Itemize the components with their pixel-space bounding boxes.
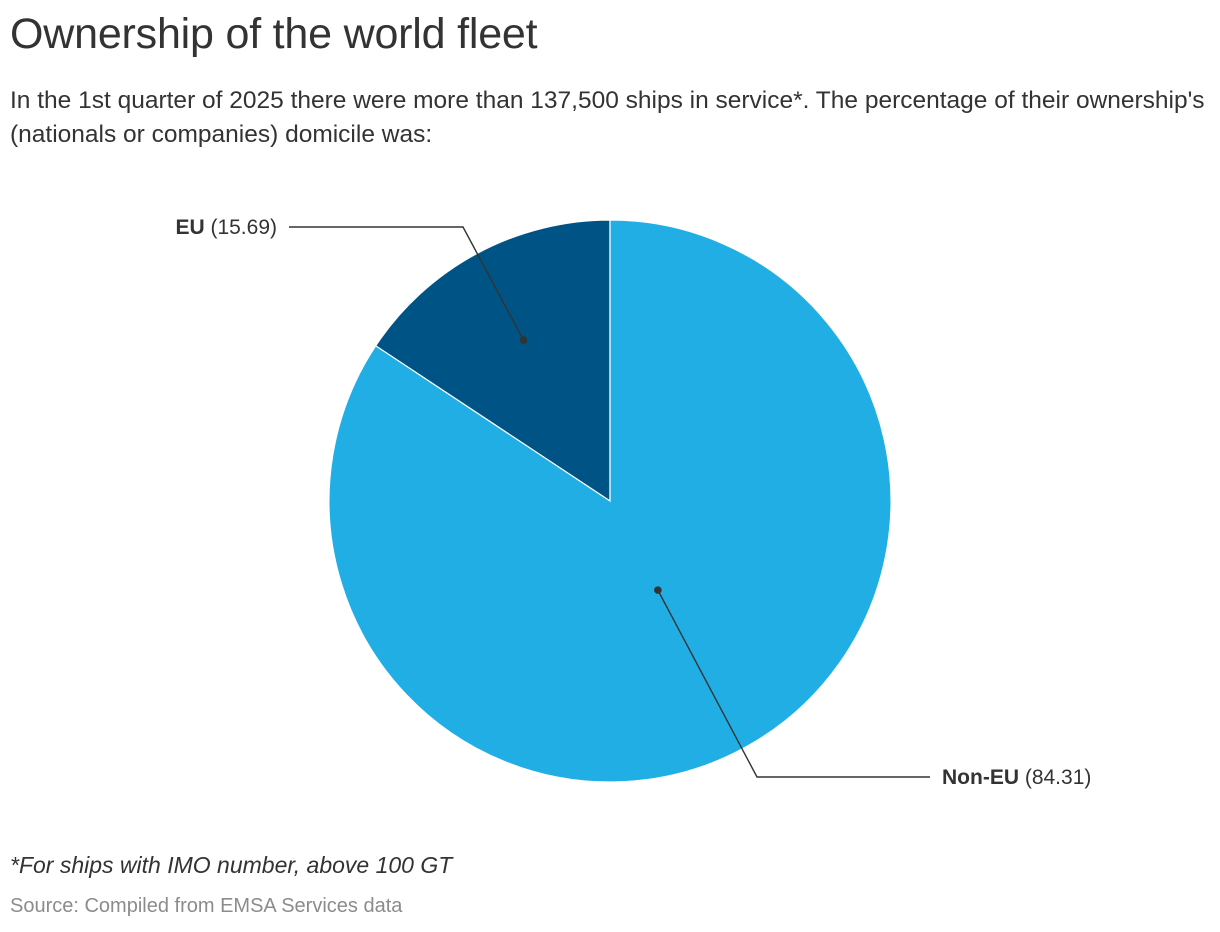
slice-label-value: (84.31) <box>1019 766 1091 789</box>
leader-line-non-eu <box>657 589 930 778</box>
pie-slice-non-eu <box>328 219 892 783</box>
leader-dot-eu <box>519 336 528 344</box>
slice-label-name: EU <box>175 216 204 239</box>
pie-labels: EU (15.69) Non-EU (84.31) <box>175 216 1091 789</box>
leader-dot-non-eu <box>654 586 662 594</box>
leader-line-eu <box>289 226 525 341</box>
chart-subtitle: In the 1st quarter of 2025 there were mo… <box>10 87 1205 148</box>
footnote: *For ships with IMO number, above 100 GT <box>10 852 453 878</box>
pie-slices <box>328 219 892 783</box>
slice-label-non-eu: Non-EU (84.31) <box>942 766 1091 789</box>
slice-label-eu: EU (15.69) <box>175 216 277 239</box>
chart-title: Ownership of the world fleet <box>10 10 538 58</box>
source-note: Source: Compiled from EMSA Services data <box>10 895 403 917</box>
slice-label-name: Non-EU <box>942 766 1019 789</box>
slice-label-value: (15.69) <box>205 216 277 239</box>
